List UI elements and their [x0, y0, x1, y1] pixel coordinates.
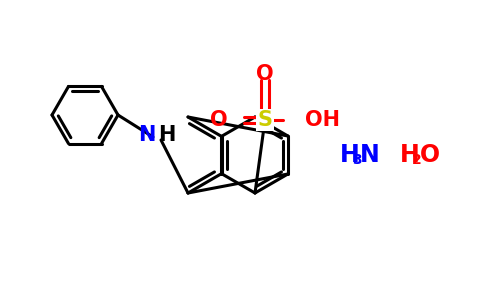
Text: H: H — [158, 125, 175, 145]
Text: H: H — [400, 143, 420, 167]
Text: O: O — [256, 64, 274, 84]
Text: H: H — [340, 143, 360, 167]
Text: OH: OH — [305, 110, 340, 130]
Text: O: O — [420, 143, 440, 167]
Text: N: N — [137, 125, 155, 145]
Text: N: N — [360, 143, 380, 167]
Text: O: O — [211, 110, 228, 130]
Text: S: S — [257, 110, 272, 130]
Text: 3: 3 — [352, 153, 362, 167]
Text: 2: 2 — [412, 153, 422, 167]
